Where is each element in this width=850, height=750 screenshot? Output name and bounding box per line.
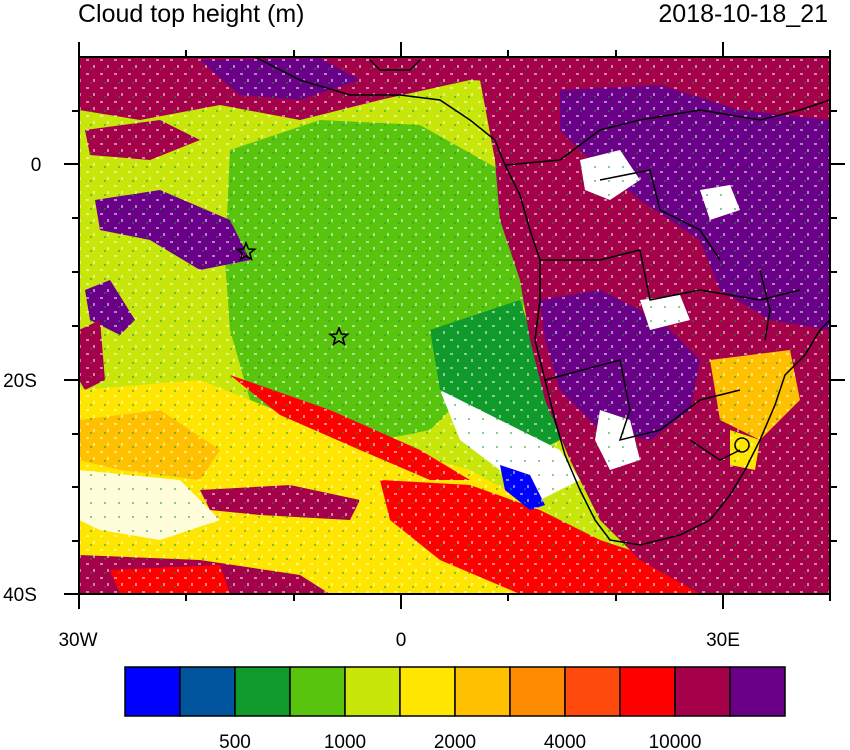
colorbar-swatch bbox=[509, 666, 566, 717]
colorbar-swatch bbox=[344, 666, 401, 717]
x-tick-label: 30E bbox=[706, 630, 740, 651]
colorbar-swatch bbox=[729, 666, 786, 717]
y-tick-label: 20S bbox=[3, 371, 37, 392]
colorbar-swatch bbox=[564, 666, 621, 717]
star-marker-2 bbox=[328, 325, 350, 346]
axis-ticks bbox=[64, 42, 845, 609]
colorbar-swatch bbox=[674, 666, 731, 717]
colorbar-label: 2000 bbox=[434, 732, 476, 750]
colorbar-swatch bbox=[124, 666, 181, 717]
coastline-borders bbox=[254, 57, 830, 546]
colorbar-label: 500 bbox=[219, 732, 251, 750]
colorbar-swatch bbox=[454, 666, 511, 717]
colorbar-label: 4000 bbox=[544, 732, 586, 750]
y-tick-label: 40S bbox=[3, 585, 37, 606]
colorbar-label: 1000 bbox=[324, 732, 366, 750]
colorbar-label: 10000 bbox=[649, 732, 702, 750]
colorbar: 500 1000 2000 4000 10000 bbox=[124, 666, 786, 750]
colorbar-swatch bbox=[399, 666, 456, 717]
y-tick-label: 0 bbox=[31, 155, 42, 176]
x-tick-label: 0 bbox=[396, 630, 407, 651]
colorbar-swatch bbox=[289, 666, 346, 717]
plot-title: Cloud top height (m) bbox=[78, 0, 305, 28]
colorbar-swatch bbox=[234, 666, 291, 717]
colorbar-swatch bbox=[619, 666, 676, 717]
colorbar-swatch bbox=[179, 666, 236, 717]
cloud-field bbox=[79, 57, 830, 594]
x-tick-label: 30W bbox=[58, 630, 97, 651]
star-marker-1 bbox=[235, 240, 257, 261]
plot-timestamp: 2018-10-18_21 bbox=[658, 0, 828, 28]
